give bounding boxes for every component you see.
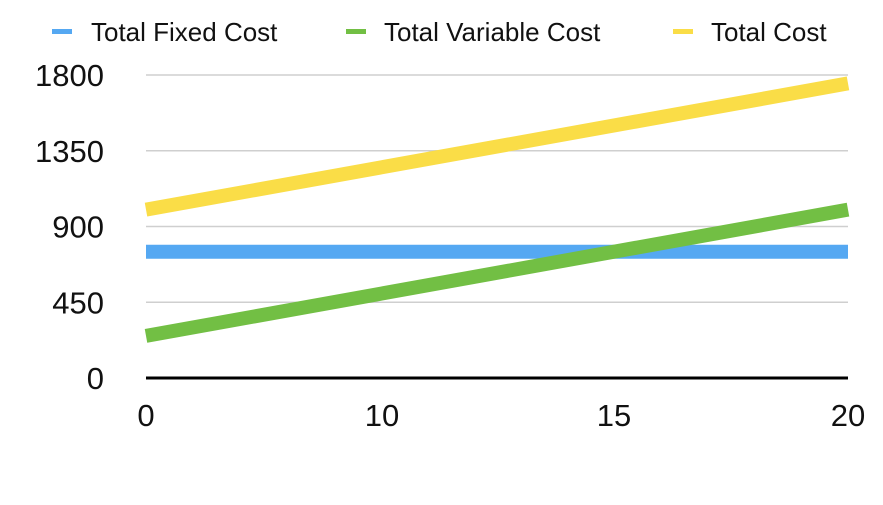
legend-item-1: Total Fixed Cost <box>52 17 278 47</box>
y-tick-label-1800: 1800 <box>35 58 104 93</box>
series-line-2 <box>144 202 850 343</box>
y-tick-label-450: 450 <box>52 285 104 320</box>
legend-swatch-3 <box>673 29 693 34</box>
series-line-3 <box>144 76 850 217</box>
legend: Total Fixed Cost Total Variable Cost Total… <box>52 17 827 47</box>
y-tick-labels: 0 450 900 1350 1800 <box>35 58 104 396</box>
legend-label-3: Total Cost <box>711 17 827 47</box>
legend-item-2: Total Variable Cost <box>346 17 601 47</box>
legend-label-1: Total Fixed Cost <box>91 17 278 47</box>
x-tick-labels: 0 10 15 20 <box>137 398 865 433</box>
legend-swatch-2 <box>346 29 366 34</box>
x-tick-label-0: 0 <box>137 398 154 433</box>
x-tick-label-20: 20 <box>831 398 865 433</box>
legend-label-2: Total Variable Cost <box>384 17 601 47</box>
series-lines <box>144 76 850 343</box>
x-tick-label-15: 15 <box>597 398 631 433</box>
legend-swatch-1 <box>52 29 72 34</box>
x-tick-label-10: 10 <box>365 398 399 433</box>
legend-item-3: Total Cost <box>673 17 827 47</box>
y-tick-label-1350: 1350 <box>35 134 104 169</box>
y-tick-label-900: 900 <box>52 210 104 245</box>
y-tick-label-0: 0 <box>87 361 104 396</box>
